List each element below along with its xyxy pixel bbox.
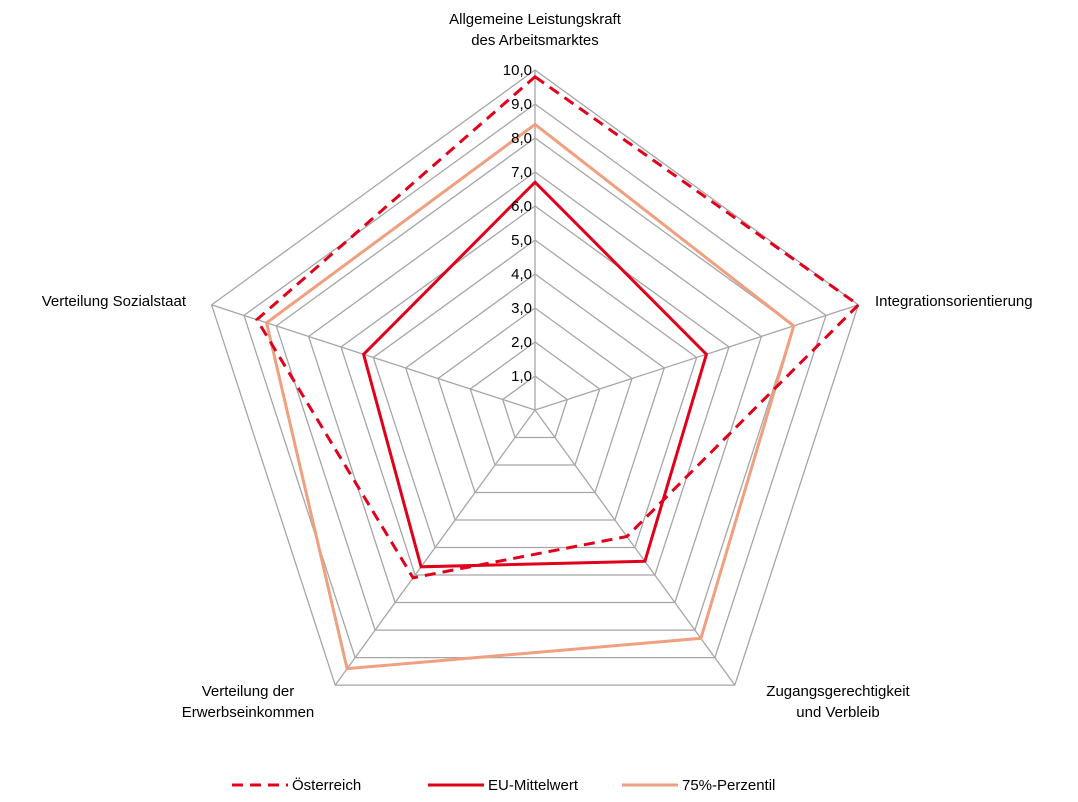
radar-grid <box>210 69 860 686</box>
radar-spokes <box>211 70 859 686</box>
tick-label: 7,0 <box>511 164 532 181</box>
tick-label: 5,0 <box>511 232 532 249</box>
grid-ring-7 <box>307 171 763 604</box>
legend: Österreich EU-Mittelwert 75%-Perzentil <box>232 776 775 794</box>
tick-label: 6,0 <box>511 198 532 215</box>
tick-label: 4,0 <box>511 266 532 283</box>
tick-labels: 1,0 2,0 3,0 4,0 5,0 6,0 7,0 8,0 9,0 10,0 <box>503 62 532 385</box>
grid-ring-9 <box>243 103 827 659</box>
axis-label: Integrationsorientierung <box>875 293 1033 310</box>
series-2 <box>264 122 796 671</box>
tick-label: 3,0 <box>511 300 532 317</box>
tick-label: 9,0 <box>511 96 532 113</box>
grid-ring-6 <box>340 205 730 576</box>
axis-labels: Allgemeine Leistungskraft des Arbeitsmark… <box>42 11 1033 721</box>
spoke-1 <box>534 304 859 411</box>
grid-ring-3 <box>437 307 633 494</box>
tick-label: 10,0 <box>503 62 532 79</box>
axis-label: Zugangsgerechtigkeit und Verbleib <box>766 683 910 721</box>
radar-series <box>254 74 861 671</box>
axis-label: Verteilung Sozialstaat <box>42 293 187 310</box>
axis-label: Verteilung der Erwerbseinkommen <box>182 683 315 721</box>
grid-ring-1 <box>501 375 569 439</box>
legend-label: 75%-Perzentil <box>682 777 775 794</box>
grid-ring-8 <box>275 137 795 631</box>
grid-ring-5 <box>372 239 698 549</box>
axis-label: Allgemeine Leistungskraft des Arbeitsmark… <box>449 11 622 49</box>
series-0 <box>254 74 861 580</box>
tick-label: 8,0 <box>511 130 532 147</box>
legend-label: EU-Mittelwert <box>488 777 579 794</box>
spoke-3 <box>334 409 536 686</box>
legend-label: Österreich <box>292 776 361 794</box>
tick-label: 2,0 <box>511 334 532 351</box>
grid-ring-4 <box>404 273 666 521</box>
series-1 <box>361 180 709 569</box>
tick-label: 1,0 <box>511 368 532 385</box>
grid-ring-2 <box>469 341 601 466</box>
